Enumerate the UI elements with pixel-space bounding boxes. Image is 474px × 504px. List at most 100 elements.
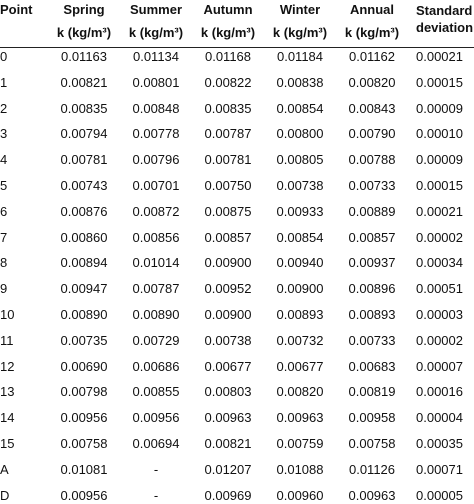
cell: 0.00743 bbox=[60, 178, 108, 193]
cell: 0.00021 bbox=[416, 49, 463, 64]
cell: 0.00940 bbox=[276, 255, 324, 271]
cell: 0.00781 bbox=[60, 152, 108, 168]
cell: 0.00893 bbox=[276, 307, 324, 322]
cell: - bbox=[153, 461, 159, 477]
cell: 0.00900 bbox=[204, 307, 252, 322]
cell: 0.00876 bbox=[60, 203, 108, 219]
cell: 0.00860 bbox=[60, 229, 108, 245]
cell: 0.01081 bbox=[60, 461, 108, 477]
cell: 0.00683 bbox=[348, 358, 396, 374]
cell: 0.00838 bbox=[276, 74, 324, 90]
cell: 0.00900 bbox=[276, 281, 324, 297]
row-label: 4 bbox=[0, 152, 8, 168]
column-header: Standard deviation bbox=[416, 3, 474, 35]
row-label: 15 bbox=[0, 436, 15, 451]
cell: 0.00947 bbox=[60, 281, 108, 297]
row-label: 3 bbox=[0, 126, 8, 142]
cell: 0.00010 bbox=[416, 126, 463, 142]
cell: 0.00016 bbox=[416, 384, 463, 400]
cell: 0.00969 bbox=[204, 487, 252, 503]
row-label: 8 bbox=[0, 255, 8, 271]
cell: 0.00900 bbox=[204, 255, 252, 271]
unit-header: k (kg/m³) bbox=[344, 25, 400, 40]
cell: 0.00960 bbox=[276, 487, 324, 503]
header-rule bbox=[0, 47, 474, 48]
row-label: A bbox=[0, 461, 9, 477]
cell: 0.00071 bbox=[416, 461, 463, 477]
cell: 0.01014 bbox=[132, 255, 180, 271]
cell: 0.01207 bbox=[204, 461, 252, 477]
cell: 0.00821 bbox=[60, 74, 108, 90]
cell: 0.00875 bbox=[204, 203, 252, 219]
cell: - bbox=[153, 487, 159, 503]
cell: 0.00893 bbox=[348, 307, 396, 322]
cell: 0.00732 bbox=[276, 332, 324, 348]
cell: 0.00855 bbox=[132, 384, 180, 400]
unit-header: k (kg/m³) bbox=[200, 25, 256, 40]
row-label: 0 bbox=[0, 49, 8, 64]
cell: 0.00750 bbox=[204, 178, 252, 193]
cell: 0.00009 bbox=[416, 152, 463, 168]
cell: 0.00890 bbox=[60, 307, 108, 322]
cell: 0.00009 bbox=[416, 100, 463, 116]
row-label: 9 bbox=[0, 281, 8, 297]
cell: 0.00822 bbox=[204, 74, 252, 90]
cell: 0.00848 bbox=[132, 100, 180, 116]
cell: 0.00021 bbox=[416, 203, 463, 219]
cell: 0.00003 bbox=[416, 307, 463, 322]
cell: 0.01163 bbox=[60, 49, 108, 64]
column-header: Winter bbox=[279, 2, 321, 17]
cell: 0.00896 bbox=[348, 281, 396, 297]
cell: 0.00007 bbox=[416, 358, 463, 374]
cell: 0.00835 bbox=[60, 100, 108, 116]
row-label: 10 bbox=[0, 307, 15, 322]
cell: 0.01126 bbox=[348, 461, 396, 477]
cell: 0.00790 bbox=[348, 126, 396, 142]
cell: 0.00778 bbox=[132, 126, 180, 142]
cell: 0.00856 bbox=[132, 229, 180, 245]
cell: 0.00004 bbox=[416, 410, 463, 426]
cell: 0.00788 bbox=[348, 152, 396, 168]
cell: 0.00854 bbox=[276, 229, 324, 245]
cell: 0.00819 bbox=[348, 384, 396, 400]
cell: 0.00963 bbox=[348, 487, 396, 503]
cell: 0.00758 bbox=[60, 436, 108, 451]
cell: 0.00956 bbox=[60, 487, 108, 503]
cell: 0.00857 bbox=[348, 229, 396, 245]
unit-header: k (kg/m³) bbox=[272, 25, 328, 40]
row-label: 5 bbox=[0, 178, 8, 193]
cell: 0.00794 bbox=[60, 126, 108, 142]
cell: 0.00781 bbox=[204, 152, 252, 168]
cell: 0.00034 bbox=[416, 255, 463, 271]
row-label: 14 bbox=[0, 410, 15, 426]
cell: 0.01088 bbox=[276, 461, 324, 477]
unit-header: k (kg/m³) bbox=[56, 25, 112, 40]
cell: 0.01134 bbox=[132, 49, 180, 64]
cell: 0.00963 bbox=[204, 410, 252, 426]
cell: 0.00857 bbox=[204, 229, 252, 245]
cell: 0.00733 bbox=[348, 178, 396, 193]
cell: 0.00963 bbox=[276, 410, 324, 426]
cell: 0.00787 bbox=[132, 281, 180, 297]
cell: 0.00798 bbox=[60, 384, 108, 400]
row-label: D bbox=[0, 487, 10, 503]
cell: 0.00956 bbox=[132, 410, 180, 426]
column-header: Autumn bbox=[203, 2, 253, 17]
row-label: 1 bbox=[0, 74, 8, 90]
cell: 0.00933 bbox=[276, 203, 324, 219]
cell: 0.00835 bbox=[204, 100, 252, 116]
cell: 0.00738 bbox=[276, 178, 324, 193]
cell: 0.00686 bbox=[132, 358, 180, 374]
cell: 0.01168 bbox=[204, 49, 252, 64]
row-label: 6 bbox=[0, 203, 8, 219]
cell: 0.00956 bbox=[60, 410, 108, 426]
cell: 0.00820 bbox=[276, 384, 324, 400]
cell: 0.00694 bbox=[132, 436, 180, 451]
cell: 0.00890 bbox=[132, 307, 180, 322]
row-label: 12 bbox=[0, 358, 15, 374]
cell: 0.00002 bbox=[416, 229, 463, 245]
cell: 0.00803 bbox=[204, 384, 252, 400]
cell: 0.00958 bbox=[348, 410, 396, 426]
cell: 0.00801 bbox=[132, 74, 180, 90]
